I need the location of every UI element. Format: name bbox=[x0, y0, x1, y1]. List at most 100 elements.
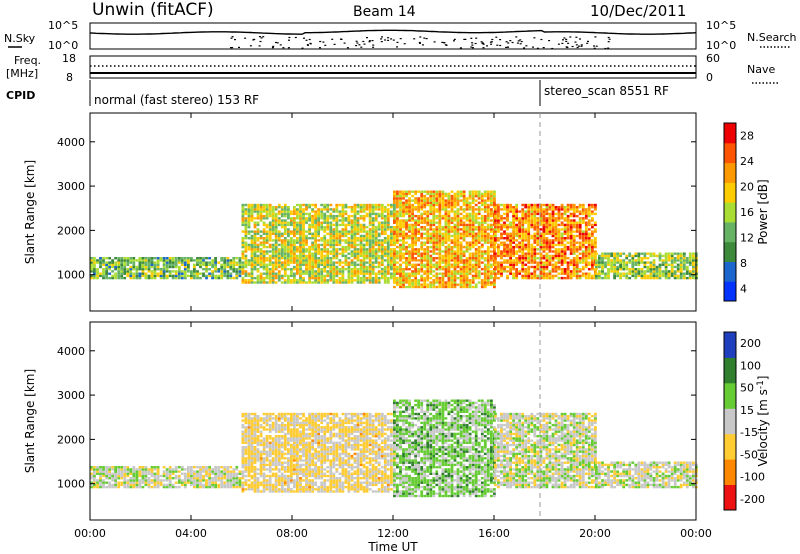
heat-cell bbox=[601, 254, 604, 258]
heat-cell bbox=[374, 232, 378, 235]
heat-cell bbox=[584, 228, 588, 231]
heat-cell bbox=[399, 248, 402, 251]
heat-cell bbox=[447, 230, 451, 233]
heat-cell bbox=[299, 237, 302, 240]
heat-cell bbox=[247, 214, 251, 218]
heat-cell bbox=[456, 234, 460, 238]
heat-cell bbox=[205, 261, 208, 264]
heat-cell bbox=[591, 259, 594, 262]
heat-cell bbox=[539, 265, 543, 269]
heat-cell bbox=[483, 263, 487, 266]
heat-cell bbox=[253, 276, 257, 280]
heat-cell bbox=[293, 210, 296, 213]
heat-cell bbox=[402, 254, 405, 258]
heat-cell bbox=[447, 199, 451, 202]
heat-cell bbox=[265, 265, 269, 269]
heat-cell bbox=[444, 208, 448, 211]
heat-cell bbox=[560, 217, 564, 220]
heat-cell bbox=[414, 248, 417, 251]
heat-cell bbox=[465, 219, 469, 222]
heat-cell bbox=[138, 259, 142, 262]
heat-cell bbox=[314, 217, 317, 220]
heat-cell bbox=[308, 219, 311, 222]
heat-cell bbox=[305, 261, 308, 264]
heat-cell bbox=[497, 254, 500, 258]
heat-cell bbox=[368, 257, 372, 260]
heat-cell bbox=[426, 212, 430, 216]
heat-cell bbox=[174, 265, 178, 269]
heat-cell bbox=[256, 206, 260, 209]
heat-cell bbox=[548, 212, 552, 216]
heat-cell bbox=[405, 250, 408, 253]
heat-cell bbox=[250, 263, 254, 266]
heat-cell bbox=[362, 217, 366, 220]
heat-cell bbox=[105, 468, 108, 471]
heat-cell bbox=[518, 272, 521, 275]
heat-cell bbox=[477, 270, 481, 273]
heat-cell bbox=[274, 234, 278, 238]
heat-cell bbox=[405, 212, 408, 216]
heat-cell bbox=[326, 270, 330, 273]
noise-search-dot bbox=[533, 37, 536, 39]
heat-cell bbox=[453, 272, 457, 275]
heat-cell bbox=[393, 279, 396, 282]
heat-cell bbox=[408, 234, 411, 238]
heat-cell bbox=[652, 274, 656, 278]
heat-cell bbox=[438, 237, 442, 240]
heat-cell bbox=[575, 228, 579, 231]
heat-cell bbox=[474, 274, 478, 278]
heat-cell bbox=[649, 270, 653, 273]
heat-cell bbox=[581, 208, 585, 211]
heat-cell bbox=[468, 245, 472, 249]
heat-cell bbox=[117, 263, 121, 266]
heat-cell bbox=[199, 466, 202, 469]
heat-cell bbox=[259, 214, 263, 218]
heat-cell bbox=[302, 221, 305, 224]
heat-cell bbox=[377, 270, 381, 273]
heat-cell bbox=[277, 230, 281, 233]
noise-search-dot bbox=[565, 40, 568, 42]
heat-cell bbox=[506, 223, 509, 227]
nave-label: Nave bbox=[747, 63, 775, 76]
heat-cell bbox=[688, 263, 692, 266]
heat-cell bbox=[607, 259, 610, 262]
heat-cell bbox=[474, 228, 478, 231]
heat-cell bbox=[667, 263, 671, 266]
heat-cell bbox=[250, 241, 254, 244]
heat-cell bbox=[320, 226, 324, 229]
heat-cell bbox=[533, 265, 537, 269]
heat-cell bbox=[393, 230, 396, 233]
heat-cell bbox=[396, 199, 399, 202]
heat-cell bbox=[557, 276, 561, 280]
heat-cell bbox=[456, 217, 460, 220]
heat-cell bbox=[296, 232, 299, 235]
heat-cell bbox=[435, 279, 439, 282]
heat-cell bbox=[123, 257, 127, 260]
heat-cell bbox=[362, 268, 366, 271]
heat-cell bbox=[250, 203, 254, 207]
noise-search-dot bbox=[607, 41, 610, 43]
heat-cell bbox=[193, 470, 196, 473]
heat-cell bbox=[480, 203, 484, 207]
heat-cell bbox=[117, 485, 121, 489]
heat-cell bbox=[326, 203, 330, 207]
heat-cell bbox=[399, 234, 402, 238]
heat-cell bbox=[453, 270, 457, 273]
heat-cell bbox=[450, 206, 454, 209]
heat-cell bbox=[199, 265, 202, 269]
heat-cell bbox=[429, 281, 433, 284]
heat-cell bbox=[277, 272, 281, 275]
heat-cell bbox=[417, 283, 420, 286]
heat-cell bbox=[551, 210, 555, 213]
heat-cell bbox=[408, 212, 411, 216]
heat-cell bbox=[515, 261, 518, 264]
heat-cell bbox=[414, 223, 417, 227]
colorbar-tick-label: 28 bbox=[740, 130, 754, 143]
heat-cell bbox=[102, 470, 105, 473]
heat-cell bbox=[377, 272, 381, 275]
heat-cell bbox=[444, 265, 448, 269]
heat-cell bbox=[393, 285, 396, 289]
heat-cell bbox=[393, 199, 396, 202]
heat-cell bbox=[256, 237, 260, 240]
heat-cell bbox=[417, 190, 420, 193]
